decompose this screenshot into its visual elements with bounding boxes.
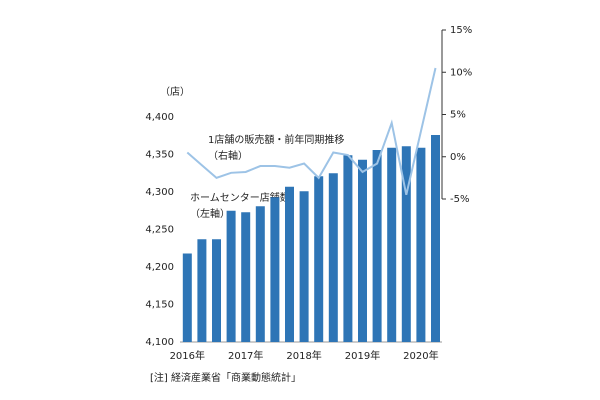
- bar: [299, 191, 309, 342]
- bar-label: ホームセンター店舗数: [190, 191, 290, 204]
- bar: [241, 212, 251, 342]
- bar: [372, 150, 382, 342]
- y-tick-label: 4,400: [145, 112, 174, 123]
- bar: [401, 146, 411, 342]
- y-tick-label: 4,250: [145, 225, 174, 236]
- bar: [343, 155, 353, 342]
- y-axis-label: （店）: [160, 85, 190, 98]
- bar: [431, 135, 440, 342]
- x-tick-label: 2018年: [286, 349, 321, 362]
- line-note: （右軸）: [208, 149, 248, 162]
- y-tick-label: 4,200: [145, 262, 174, 273]
- bar: [314, 176, 324, 342]
- footnote: [注] 経済産業省「商業動態統計」: [150, 371, 301, 384]
- bar: [182, 253, 192, 342]
- bar: [416, 147, 426, 342]
- x-tick-label: 2019年: [345, 349, 380, 362]
- y-tick-label: 4,300: [145, 187, 174, 198]
- y2-tick-label: 0%: [450, 152, 466, 163]
- line-label: 1店舗の販売額・前年同期推移: [208, 133, 344, 146]
- y2-tick-label: 5%: [450, 110, 466, 121]
- bar: [285, 186, 294, 342]
- line: [186, 67, 437, 195]
- x-tick-label: 2016年: [170, 349, 205, 362]
- y2-tick-label: -5%: [450, 194, 469, 205]
- bar-note: （左軸）: [190, 207, 230, 220]
- bar: [270, 197, 280, 342]
- bar: [212, 239, 221, 342]
- y2-tick-label: 10%: [450, 67, 472, 78]
- bar: [255, 206, 265, 342]
- y2-tick-label: 15%: [450, 25, 472, 36]
- bar: [358, 159, 367, 342]
- bar: [387, 147, 397, 342]
- bar: [328, 173, 338, 342]
- bar: [197, 239, 207, 342]
- y-tick-label: 4,350: [145, 150, 174, 161]
- y-tick-label: 4,100: [145, 337, 174, 348]
- bar: [226, 210, 236, 342]
- x-tick-label: 2020年: [403, 349, 438, 362]
- y-tick-label: 4,150: [145, 300, 174, 311]
- x-tick-label: 2017年: [228, 349, 263, 362]
